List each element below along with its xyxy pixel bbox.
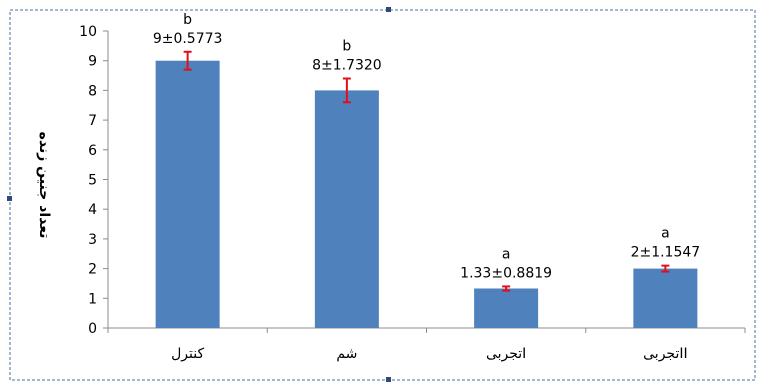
y-tick-label: 8 xyxy=(88,83,97,99)
data-label: 8±1.7320 xyxy=(312,58,382,74)
data-label: 9±0.5773 xyxy=(153,31,223,47)
bar[interactable] xyxy=(314,90,379,329)
error-bars xyxy=(183,50,670,292)
y-tick-label: 2 xyxy=(88,262,97,278)
y-tick-label: 10 xyxy=(79,24,97,40)
bar[interactable] xyxy=(155,60,220,328)
plot-area: 0 1 2 3 4 5 6 7 8 9 10 کنترل شم تجربیI تجربیII 9±0.57… xyxy=(79,12,746,362)
data-label: 2±1.1547 xyxy=(631,245,701,261)
x-tick-label: شم xyxy=(336,346,357,362)
y-tick-label: 0 xyxy=(88,321,97,337)
y-tick-label: 3 xyxy=(88,232,97,248)
bar[interactable] xyxy=(474,288,539,328)
y-tick-label: 1 xyxy=(88,291,97,307)
y-tick-label: 7 xyxy=(88,113,97,129)
y-axis-title: تعداد جنین زنده xyxy=(36,132,52,239)
data-label: 1.33±0.8819 xyxy=(460,265,552,281)
resize-handle-bottom[interactable] xyxy=(386,377,391,382)
resize-handle-top[interactable] xyxy=(386,7,391,12)
bar-series xyxy=(155,60,698,329)
y-tick-label: 6 xyxy=(88,143,97,159)
x-tick-label: کنترل xyxy=(171,346,204,362)
y-tick-label: 9 xyxy=(88,54,97,70)
significance-letter: b xyxy=(183,12,192,28)
bar[interactable] xyxy=(633,268,698,328)
y-tick-label: 4 xyxy=(88,202,97,218)
x-tick-label: تجربیI xyxy=(486,346,526,362)
resize-handle-left[interactable] xyxy=(7,196,12,201)
significance-letter: a xyxy=(661,226,670,242)
significance-letter: b xyxy=(342,39,351,55)
data-labels: 9±0.5773 b 8±1.7320 b 1.33±0.8819 a 2±1.1547 a xyxy=(153,12,700,282)
y-axis-ticks: 0 1 2 3 4 5 6 7 8 9 10 xyxy=(79,24,108,337)
y-tick-label: 5 xyxy=(88,173,97,189)
significance-letter: a xyxy=(502,246,511,262)
x-tick-label: تجربیII xyxy=(643,346,688,362)
x-axis-ticks: کنترل شم تجربیI تجربیII xyxy=(107,328,746,362)
chart-border xyxy=(9,9,756,381)
